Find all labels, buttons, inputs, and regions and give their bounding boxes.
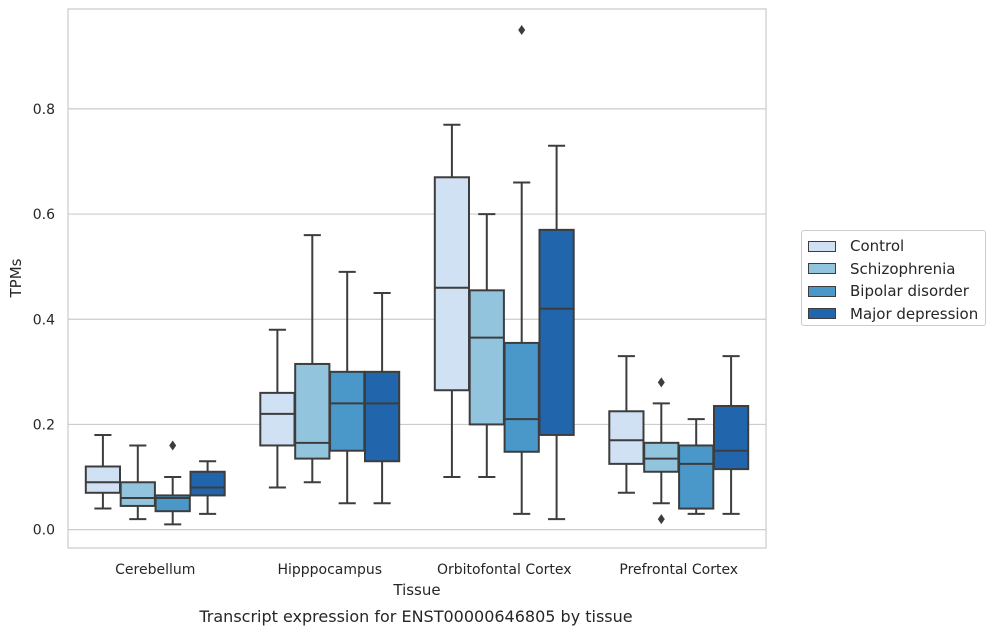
- box-2-2: [503, 25, 540, 515]
- box-body: [433, 176, 471, 392]
- box-body: [154, 494, 191, 513]
- box-2-0: [433, 123, 471, 479]
- box-2-1: [468, 213, 505, 479]
- box-2-3: [538, 144, 575, 521]
- x-axis-label: Tissue: [392, 581, 440, 599]
- legend-item: Bipolar disorder: [808, 280, 985, 303]
- box-0-0: [84, 433, 122, 510]
- chart-caption: Transcript expression for ENST0000064680…: [198, 607, 632, 626]
- box-body: [538, 228, 575, 436]
- legend: Control Schizophrenia Bipolar disorder Majo…: [801, 230, 986, 326]
- outlier-marker: [657, 514, 665, 525]
- y-tick-label: 0.2: [33, 417, 55, 433]
- legend-label: Schizophrenia: [850, 259, 956, 278]
- legend-item: Major depression: [808, 303, 985, 326]
- outlier-marker: [169, 440, 177, 451]
- legend-label: Control: [850, 237, 905, 256]
- box-3-0: [608, 355, 645, 494]
- legend-swatch: [808, 263, 836, 275]
- y-tick-label: 0.0: [33, 523, 55, 539]
- box-body: [712, 405, 750, 471]
- box-body: [189, 470, 226, 497]
- x-tick-label: Cerebellum: [115, 562, 195, 578]
- grid-lines: [68, 108, 766, 531]
- outlier-marker: [657, 377, 665, 388]
- x-tick-label: Prefrontal Cortex: [619, 562, 738, 578]
- box-body: [363, 370, 401, 463]
- box-1-0: [259, 328, 296, 489]
- box-body: [503, 341, 540, 453]
- box-body: [608, 410, 645, 465]
- legend-item: Schizophrenia: [808, 258, 985, 281]
- box-1-3: [363, 291, 401, 505]
- boxes: [84, 25, 750, 526]
- legend-item: Control: [808, 235, 985, 258]
- box-0-1: [119, 444, 156, 521]
- legend-swatch: [808, 308, 836, 320]
- y-tick-labels: 0.0 0.2 0.4 0.6 0.8: [33, 102, 55, 539]
- box-body: [259, 391, 296, 447]
- legend-label: Major depression: [850, 304, 979, 323]
- x-tick-label: Hipppocampus: [277, 562, 382, 578]
- box-3-2: [678, 418, 715, 515]
- legend-swatch: [808, 240, 836, 252]
- box-body: [329, 370, 366, 452]
- legend-swatch: [808, 285, 836, 297]
- box-3-1: [643, 377, 680, 525]
- y-tick-label: 0.8: [33, 102, 55, 118]
- legend-label: Bipolar disorder: [850, 282, 969, 301]
- box-1-2: [329, 270, 366, 505]
- box-body: [468, 289, 505, 426]
- box-0-2: [154, 440, 191, 526]
- x-tick-label: Orbitofontal Cortex: [437, 562, 572, 578]
- y-tick-label: 0.6: [33, 207, 55, 223]
- box-0-3: [189, 460, 226, 515]
- box-body: [678, 444, 715, 510]
- outlier-marker: [518, 25, 526, 36]
- plot-frame: [67, 8, 767, 549]
- x-tick-labels: Cerebellum Hipppocampus Orbitofontal Corte…: [115, 562, 738, 578]
- y-axis-label: TPMs: [7, 258, 25, 298]
- box-body: [643, 441, 680, 473]
- box-body: [84, 465, 122, 494]
- y-tick-label: 0.4: [33, 312, 55, 328]
- box-1-1: [294, 234, 331, 484]
- box-3-3: [712, 355, 750, 515]
- box-body: [119, 481, 156, 507]
- box-body: [294, 362, 331, 460]
